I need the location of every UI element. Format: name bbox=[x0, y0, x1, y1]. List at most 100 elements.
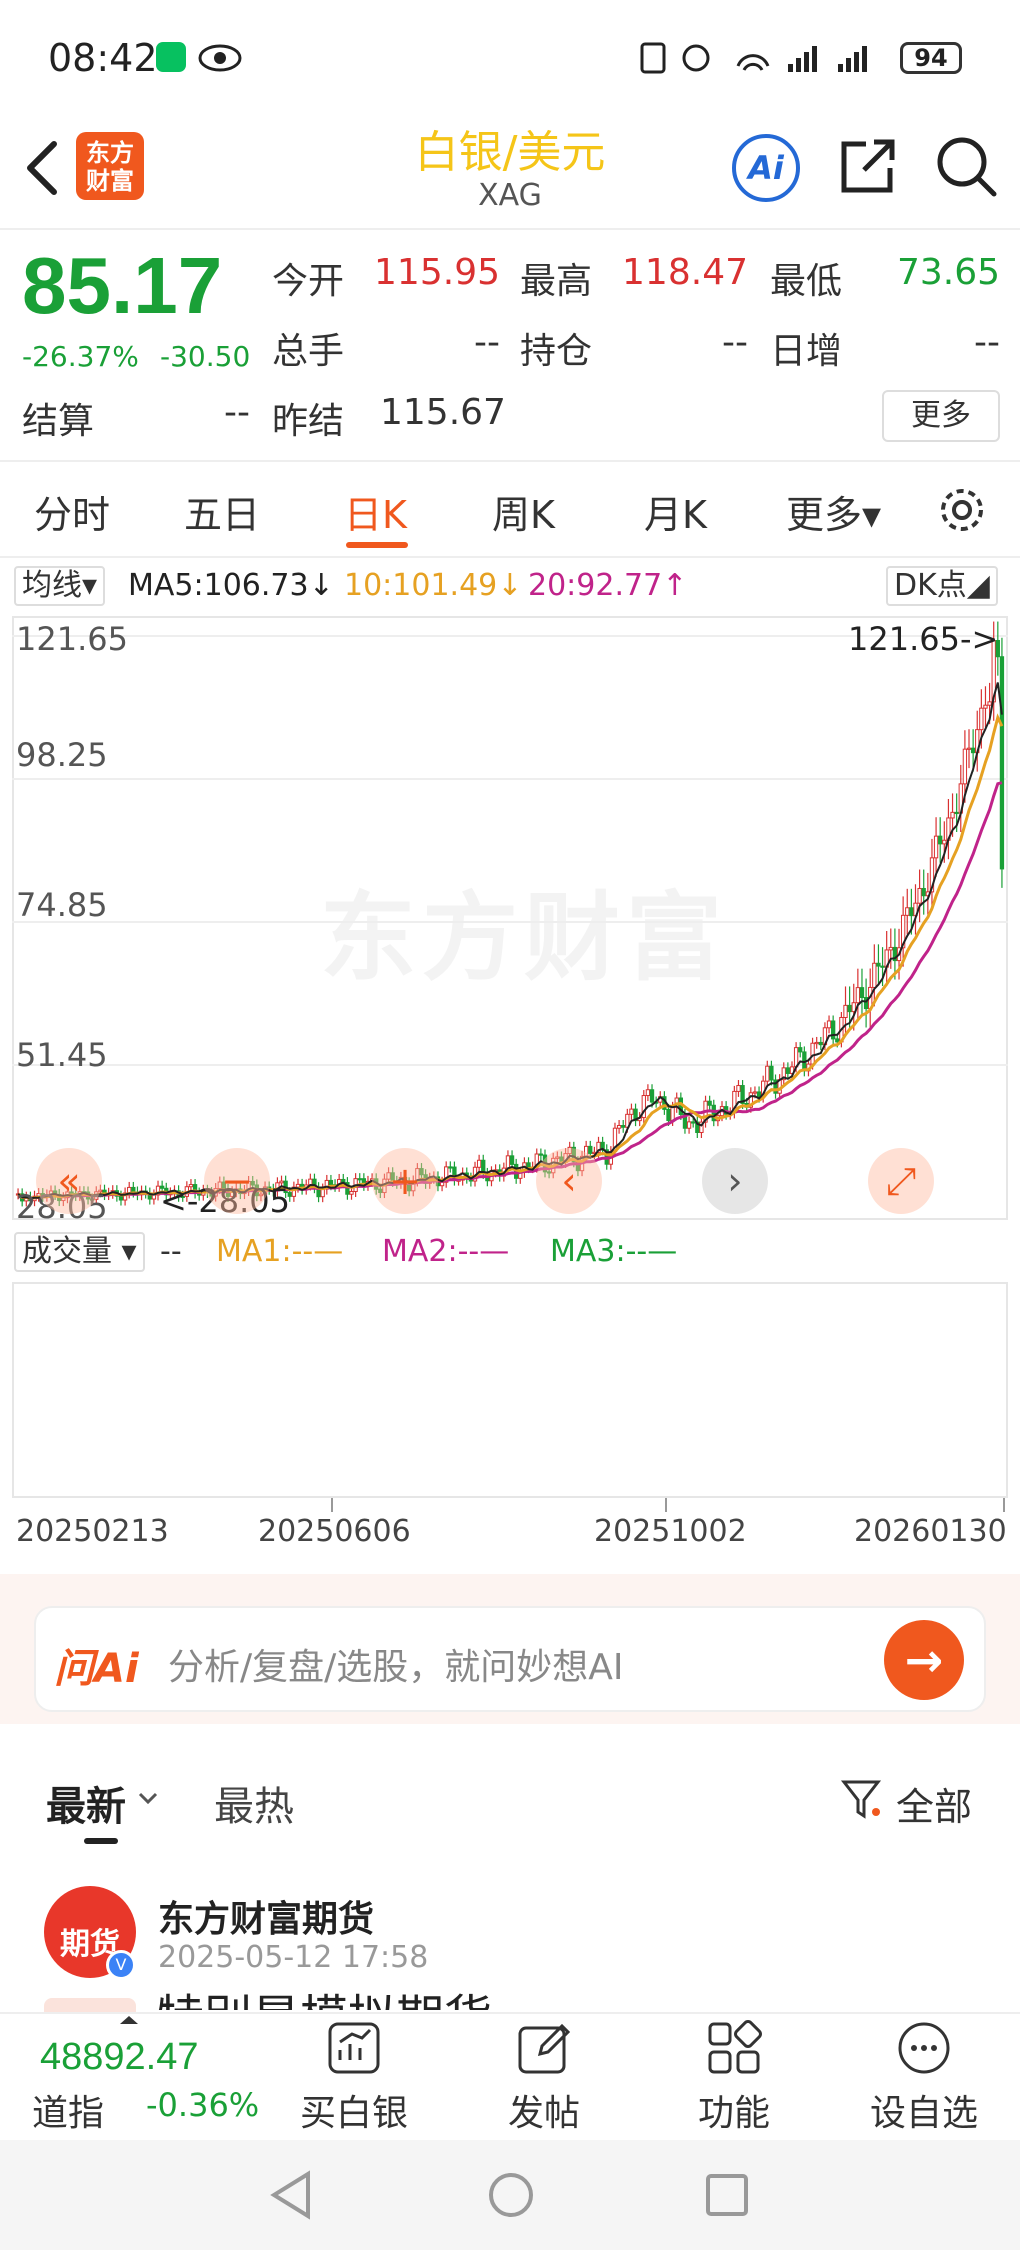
verified-badge-icon: V bbox=[106, 1950, 136, 1980]
candle-body bbox=[476, 1159, 482, 1168]
back-triangle-icon[interactable] bbox=[268, 2170, 316, 2220]
zoom-out-button[interactable]: − bbox=[204, 1148, 270, 1214]
chevron-down-icon[interactable] bbox=[138, 1792, 158, 1806]
app-logo: 东方 财富 bbox=[76, 132, 144, 200]
candle-body bbox=[773, 1079, 778, 1094]
avatar[interactable]: 期货 bbox=[44, 1886, 136, 1978]
volume-label: 总手 bbox=[272, 331, 345, 372]
ai-assistant-icon[interactable]: Ai bbox=[732, 134, 800, 202]
candle-body bbox=[118, 1195, 124, 1201]
edit-icon bbox=[518, 2023, 571, 2074]
chart-icon bbox=[328, 2022, 380, 2074]
index-value[interactable]: 48892.47 bbox=[40, 2036, 199, 2078]
candle-body bbox=[814, 1041, 819, 1045]
candle-body bbox=[905, 907, 910, 916]
ai-send-button[interactable]: → bbox=[884, 1620, 964, 1700]
settle-value: -- bbox=[224, 392, 250, 433]
candle-body bbox=[929, 857, 935, 893]
tab-more[interactable]: 更多▾ bbox=[786, 493, 882, 537]
candle-body bbox=[131, 1186, 136, 1193]
candle-body bbox=[999, 656, 1005, 870]
candle-body bbox=[328, 1179, 334, 1186]
kline-canvas bbox=[12, 621, 1008, 1207]
candle-body bbox=[621, 1125, 626, 1128]
change-amount: -30.50 bbox=[160, 340, 251, 373]
ai-input-placeholder[interactable]: 分析/复盘/选股，就问妙想AI bbox=[168, 1647, 624, 1688]
min-price-marker: <-28.05 bbox=[160, 1182, 290, 1220]
indicator-select[interactable]: 均线▾ bbox=[14, 566, 106, 606]
high-value: 118.47 bbox=[622, 252, 748, 293]
feed-tab-latest[interactable]: 最新 bbox=[46, 1784, 126, 1830]
candle-body bbox=[983, 704, 988, 709]
volume-chart[interactable] bbox=[12, 1282, 1008, 1498]
more-circle-icon bbox=[898, 2022, 950, 2074]
recents-square-icon[interactable] bbox=[704, 2172, 750, 2218]
candle-body bbox=[962, 748, 968, 785]
home-circle-icon[interactable] bbox=[486, 2170, 536, 2220]
jump-start-button[interactable]: « bbox=[36, 1148, 102, 1214]
candle-body bbox=[921, 887, 926, 897]
kline-chart[interactable] bbox=[12, 616, 1008, 1220]
candle-body bbox=[810, 1042, 815, 1065]
gear-icon[interactable] bbox=[936, 484, 988, 536]
candle-body bbox=[818, 1041, 823, 1046]
post-text[interactable]: 特别是模拟期货 bbox=[156, 1988, 492, 2010]
candle-body bbox=[942, 839, 947, 845]
back-icon[interactable] bbox=[20, 138, 64, 198]
status-time: 08:42 bbox=[48, 36, 158, 80]
nav-add-watchlist[interactable]: 设自选 bbox=[854, 2020, 994, 2136]
candle-body bbox=[666, 1108, 671, 1121]
candle-body bbox=[765, 1065, 770, 1082]
active-tab-indicator bbox=[346, 542, 408, 548]
date-label: 20260130 bbox=[854, 1514, 1007, 1549]
tab-monthly-k[interactable]: 月K bbox=[644, 493, 707, 537]
candle-body bbox=[691, 1121, 696, 1124]
candle-body bbox=[798, 1047, 803, 1053]
zoom-in-button[interactable]: + bbox=[372, 1148, 438, 1214]
candle-body bbox=[509, 1155, 515, 1165]
post-author[interactable]: 东方财富期货 bbox=[158, 1899, 375, 1940]
ai-question-input[interactable] bbox=[34, 1606, 986, 1712]
tab-five-day[interactable]: 五日 bbox=[184, 493, 261, 537]
low-label: 最低 bbox=[770, 261, 843, 302]
share-icon[interactable] bbox=[836, 134, 900, 198]
candle-body bbox=[847, 1004, 852, 1013]
y-axis-label: 98.25 bbox=[16, 736, 108, 774]
scroll-right-button[interactable]: › bbox=[702, 1148, 768, 1214]
header-divider bbox=[0, 228, 1020, 230]
candle-body bbox=[546, 1171, 552, 1174]
sub-indicator-select[interactable]: 成交量 ▾ bbox=[14, 1232, 145, 1272]
page-title: 白银/美元 bbox=[414, 127, 606, 178]
dk-point-select[interactable]: DK点◢ bbox=[886, 566, 998, 606]
candle-body bbox=[855, 987, 861, 1004]
feed-tab-hot[interactable]: 最热 bbox=[214, 1784, 294, 1830]
date-label: 20250213 bbox=[16, 1514, 169, 1549]
daily-increase-value: -- bbox=[974, 322, 1000, 363]
candle-body bbox=[159, 1185, 165, 1189]
open-value: 115.95 bbox=[374, 252, 500, 293]
filter-all-label[interactable]: 全部 bbox=[896, 1785, 973, 1829]
tab-intraday[interactable]: 分时 bbox=[34, 493, 111, 537]
fullscreen-button[interactable]: ⤢ bbox=[868, 1148, 934, 1214]
filter-icon[interactable] bbox=[840, 1778, 884, 1822]
date-axis-ticks bbox=[331, 1498, 1005, 1512]
nav-buy-silver[interactable]: 买白银 bbox=[284, 2020, 424, 2136]
candle-body bbox=[357, 1178, 362, 1181]
candle-body bbox=[588, 1145, 593, 1154]
nav-label: 买白银 bbox=[299, 2093, 408, 2134]
tab-weekly-k[interactable]: 周K bbox=[492, 493, 555, 537]
more-quote-button[interactable]: 更多 bbox=[882, 390, 1000, 442]
candle-body bbox=[596, 1141, 601, 1153]
candle-body bbox=[444, 1166, 449, 1183]
nav-functions[interactable]: 功能 bbox=[664, 2020, 804, 2136]
collapse-arrow-icon[interactable] bbox=[118, 2014, 140, 2026]
ma5-value: MA5:106.73↓ bbox=[128, 568, 334, 603]
search-icon[interactable] bbox=[934, 134, 998, 198]
system-nav-bar bbox=[0, 2140, 1020, 2250]
index-name[interactable]: 道指 bbox=[32, 2093, 105, 2134]
candle-body bbox=[843, 1004, 848, 1018]
scroll-left-button[interactable]: ‹ bbox=[536, 1148, 602, 1214]
nav-post[interactable]: 发帖 bbox=[474, 2020, 614, 2136]
tab-daily-k[interactable]: 日K bbox=[344, 493, 407, 537]
candle-body bbox=[555, 1156, 560, 1159]
